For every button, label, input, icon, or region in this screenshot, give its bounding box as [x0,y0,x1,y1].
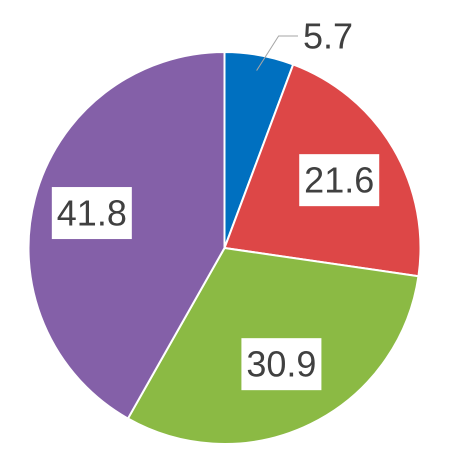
leader-line-1 [256,35,298,71]
data-label-box-3: 30.9 [241,338,322,391]
data-label-box-4: 41.8 [51,187,132,240]
pie-slices [27,50,422,445]
data-label-2: 21.6 [304,160,374,201]
data-label-4: 41.8 [57,193,127,234]
data-label-1: 5.7 [303,16,353,57]
leader-lines [256,35,298,71]
data-labels: 5.7 21.6 30.9 41.8 [51,16,380,391]
data-label-3: 30.9 [246,344,316,385]
data-label-box-2: 21.6 [299,154,380,207]
data-label-background-4 [51,187,132,240]
data-label-background-3 [241,338,322,391]
data-label-background-2 [299,154,380,207]
